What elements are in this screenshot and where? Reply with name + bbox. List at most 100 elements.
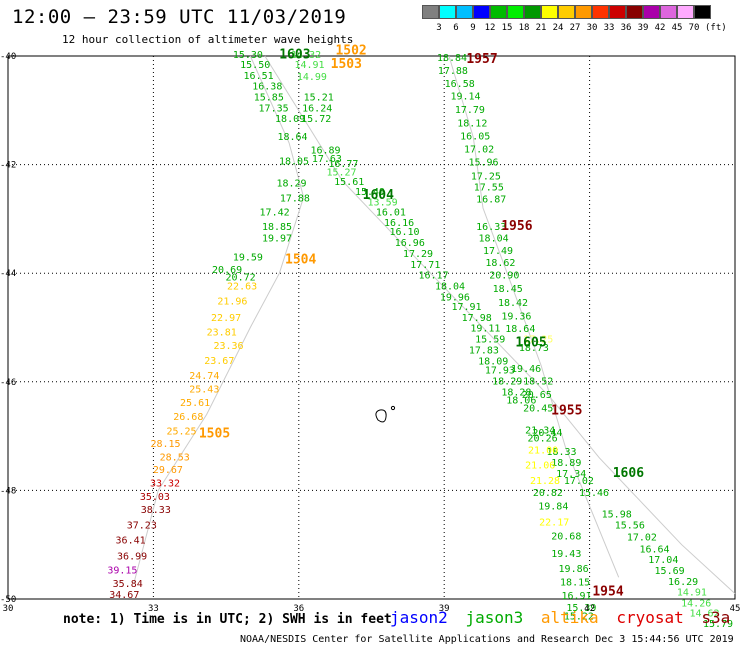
wave-height-label: 15.27: [326, 168, 356, 179]
scale-swatch: [592, 5, 609, 19]
wave-height-label: 15.98: [602, 510, 632, 521]
satellite-tracks: [133, 55, 736, 594]
wave-height-label: 16.33: [476, 222, 506, 233]
wave-height-label: 33.32: [150, 479, 180, 490]
wave-height-label: 17.55: [474, 183, 504, 194]
wave-height-label: 22.97: [211, 313, 241, 324]
wave-height-label: 19.36: [501, 311, 531, 322]
wave-height-label: 17.93: [485, 366, 515, 377]
wave-height-label: 18.28: [501, 387, 531, 398]
wave-height-label: 25.43: [189, 385, 219, 396]
wave-height-label: 19.86: [559, 564, 589, 575]
scale-tick-label: 24: [552, 23, 564, 33]
latitude-tick-label: -42: [0, 161, 16, 171]
pass-number-label: 1605: [515, 336, 546, 351]
wave-height-label: 20.44: [532, 428, 562, 439]
wave-height-label: 16.58: [445, 79, 475, 90]
wave-height-label: 18.33: [546, 447, 576, 458]
scale-swatch: [473, 5, 490, 19]
wave-height-label: 18.89: [551, 458, 581, 469]
wave-height-label: 16.10: [389, 227, 419, 238]
wave-height-label: 18.06: [506, 396, 536, 407]
wave-height-label: 17.63: [312, 154, 342, 165]
scale-tick-label: 18: [518, 23, 530, 33]
wave-height-values: 15.30 14.32 15.50 14.91 16.51 14.99 16.3815.85…: [107, 50, 733, 630]
longitude-tick-label: 36: [293, 604, 304, 614]
scale-tick-label: 30: [586, 23, 598, 33]
wave-height-label: 14.62: [689, 608, 719, 619]
scale-swatch: [507, 5, 524, 19]
wave-height-label: 15.72: [301, 114, 331, 125]
wave-height-label: 17.02: [464, 145, 494, 156]
wave-height-label: 15.39: [566, 603, 596, 614]
latitude-tick-label: -40: [0, 52, 16, 62]
wave-height-label: 14.91: [677, 588, 707, 599]
wave-height-label: 18.15: [560, 577, 590, 588]
islet-shape: [390, 405, 396, 411]
wave-height-label: 19.84: [538, 501, 568, 512]
scale-tick-label: 9: [470, 23, 476, 33]
scale-tick-label: 12: [484, 23, 496, 33]
wave-height-label: 16.91: [561, 591, 591, 602]
axis-labels: 30 33 36 39 42 45 -40 -42 -44 -46 -48 -50: [0, 52, 740, 614]
legend-altika: altika: [540, 608, 599, 627]
scale-swatch: [677, 5, 694, 19]
scale-swatch: [626, 5, 643, 19]
wave-height-label: 13.59: [368, 197, 398, 208]
wave-height-label: 15.79: [703, 619, 733, 630]
wave-height-label: 22.63: [227, 282, 257, 293]
legend-s3a: s3a: [701, 608, 731, 627]
wave-height-label: 15.49: [355, 187, 385, 198]
wave-height-label: 35.84: [113, 579, 143, 590]
wave-height-label: 17.79: [455, 105, 485, 116]
scale-tick-label: 70: [688, 23, 700, 33]
wave-height-label: 19.43: [551, 549, 581, 560]
wave-height-label: 36.99: [117, 551, 147, 562]
wave-height-label: 17.88: [280, 194, 310, 205]
wave-height-label: 21.96: [217, 297, 247, 308]
scale-tick-label: 33: [603, 23, 615, 33]
wave-height-label: 16.29: [668, 577, 698, 588]
wave-height-label: 15.22: [564, 612, 594, 623]
scale-swatch: [660, 5, 677, 19]
wave-height-label: 25.61: [180, 398, 210, 409]
wave-height-label: 15.96: [468, 158, 498, 169]
scale-swatch: [575, 5, 592, 19]
pass-number-label: 1504: [285, 252, 316, 267]
latitude-tick-label: -48: [0, 486, 16, 496]
map-subtitle: 12 hour collection of altimeter wave hei…: [62, 33, 354, 46]
island-shape: [375, 409, 387, 423]
map-title: 12:00 – 23:59 UTC 11/03/2019: [12, 6, 347, 28]
wave-height-label: 18.84: [437, 53, 467, 64]
wave-height-label: 22.17: [539, 518, 569, 529]
pass-number-label: 1955: [551, 403, 582, 418]
wave-height-label: 18.09: [275, 114, 305, 125]
wave-height-label: 16.38: [252, 82, 282, 93]
wave-height-label: 17.49: [483, 246, 513, 257]
wave-height-label: 17.34: [556, 469, 586, 480]
pass-number-label: 1603: [279, 48, 310, 63]
wave-height-label: 16.17: [418, 271, 448, 282]
wave-height-label: 16.64: [639, 544, 669, 555]
scale-swatch: [490, 5, 507, 19]
wave-height-label: 21.06: [525, 461, 555, 472]
wave-height-label: 15.50: [240, 60, 270, 71]
wave-height-label: 24.74: [189, 371, 219, 382]
island-outline: [375, 405, 396, 423]
wave-height-label: 36.41: [116, 536, 146, 547]
wave-height-label: 18.05: [279, 157, 309, 168]
wave-height-label: 15.85: [254, 93, 284, 104]
wave-height-label: 19.59: [233, 253, 263, 264]
wave-height-label: 38.33: [141, 505, 171, 516]
wave-height-label: 19.97: [262, 234, 292, 245]
scale-swatch: [422, 5, 439, 19]
wave-height-label: 23.36: [213, 341, 243, 352]
wave-height-label: 17.98: [462, 313, 492, 324]
latitude-tick-label: -50: [0, 595, 16, 605]
wave-height-label: 18.09: [478, 356, 508, 367]
wave-height-label: 18.64: [505, 324, 535, 335]
pass-number-label: 1954: [592, 585, 623, 600]
longitude-tick-label: 30: [3, 604, 14, 614]
